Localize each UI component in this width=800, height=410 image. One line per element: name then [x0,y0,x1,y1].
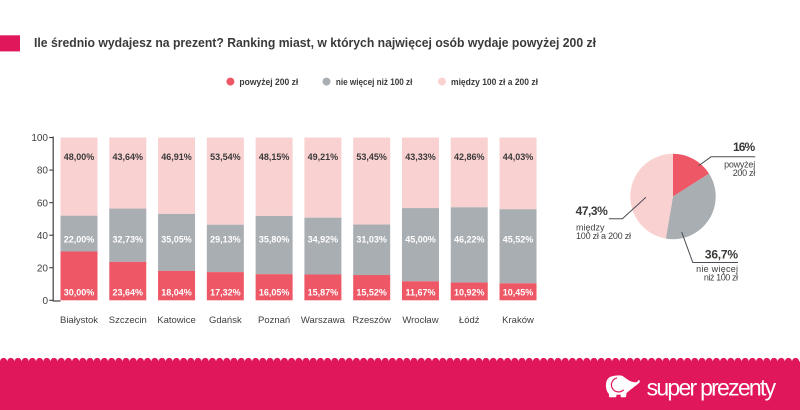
svg-text:29,13%: 29,13% [210,234,241,244]
svg-text:48,15%: 48,15% [259,152,290,162]
svg-text:Szczecin: Szczecin [109,315,147,326]
svg-text:60: 60 [37,198,49,209]
svg-text:49,21%: 49,21% [308,152,339,162]
svg-text:Rzeszów: Rzeszów [352,315,391,326]
svg-text:35,80%: 35,80% [259,234,290,244]
svg-text:10,45%: 10,45% [503,288,534,298]
svg-text:11,67%: 11,67% [405,288,435,298]
svg-text:10,92%: 10,92% [454,288,485,298]
svg-text:100: 100 [31,133,48,144]
svg-text:niż 100 zł: niż 100 zł [704,273,738,283]
svg-text:Ile średnio wydajesz na prezen: Ile średnio wydajesz na prezent? Ranking… [34,35,596,50]
svg-text:powyżej: powyżej [724,159,755,169]
svg-text:23,64%: 23,64% [113,288,144,298]
svg-text:17,32%: 17,32% [210,288,241,298]
svg-text:super prezenty: super prezenty [647,374,777,400]
svg-text:Łódź: Łódź [459,315,480,326]
svg-text:43,64%: 43,64% [113,152,144,162]
svg-text:Warszawa: Warszawa [301,315,346,326]
svg-text:36,7%: 36,7% [705,247,738,261]
svg-text:powyżej 200 zł: powyżej 200 zł [239,77,298,88]
svg-text:15,52%: 15,52% [356,288,387,298]
svg-text:nie więcej: nie więcej [696,264,738,274]
svg-text:18,04%: 18,04% [161,288,192,298]
svg-text:32,73%: 32,73% [113,234,144,244]
svg-text:43,33%: 43,33% [405,152,436,162]
svg-text:45,52%: 45,52% [503,234,534,244]
svg-text:Poznań: Poznań [258,315,290,326]
svg-text:między 100 zł a 200 zł: między 100 zł a 200 zł [451,77,538,88]
svg-text:Kraków: Kraków [502,315,534,326]
svg-text:Gdańsk: Gdańsk [209,315,242,326]
svg-text:53,45%: 53,45% [356,152,387,162]
svg-text:16%: 16% [733,140,756,154]
svg-text:35,05%: 35,05% [161,234,192,244]
svg-text:31,03%: 31,03% [356,234,387,244]
svg-text:nie więcej niż 100 zł: nie więcej niż 100 zł [336,77,413,88]
svg-text:15,87%: 15,87% [308,288,339,298]
svg-text:100 zł a 200 zł: 100 zł a 200 zł [576,231,631,241]
svg-text:16,05%: 16,05% [259,288,290,298]
svg-text:40: 40 [37,231,49,242]
svg-text:47,3%: 47,3% [576,204,609,218]
svg-text:45,00%: 45,00% [405,234,436,244]
svg-text:44,03%: 44,03% [503,152,534,162]
svg-text:30,00%: 30,00% [64,288,95,298]
svg-text:80: 80 [37,166,49,177]
svg-text:34,92%: 34,92% [308,234,339,244]
svg-text:42,86%: 42,86% [454,152,485,162]
svg-text:Wrocław: Wrocław [402,315,438,326]
svg-text:20: 20 [37,263,49,274]
svg-text:53,54%: 53,54% [210,152,241,162]
svg-text:Katowice: Katowice [157,315,196,326]
svg-text:48,00%: 48,00% [64,152,95,162]
svg-text:46,22%: 46,22% [454,234,485,244]
svg-text:0: 0 [42,296,48,307]
svg-text:między: między [576,222,605,232]
svg-text:46,91%: 46,91% [161,152,192,162]
svg-text:Białystok: Białystok [60,315,98,326]
svg-text:200 zł: 200 zł [733,168,756,178]
svg-text:22,00%: 22,00% [64,234,95,244]
